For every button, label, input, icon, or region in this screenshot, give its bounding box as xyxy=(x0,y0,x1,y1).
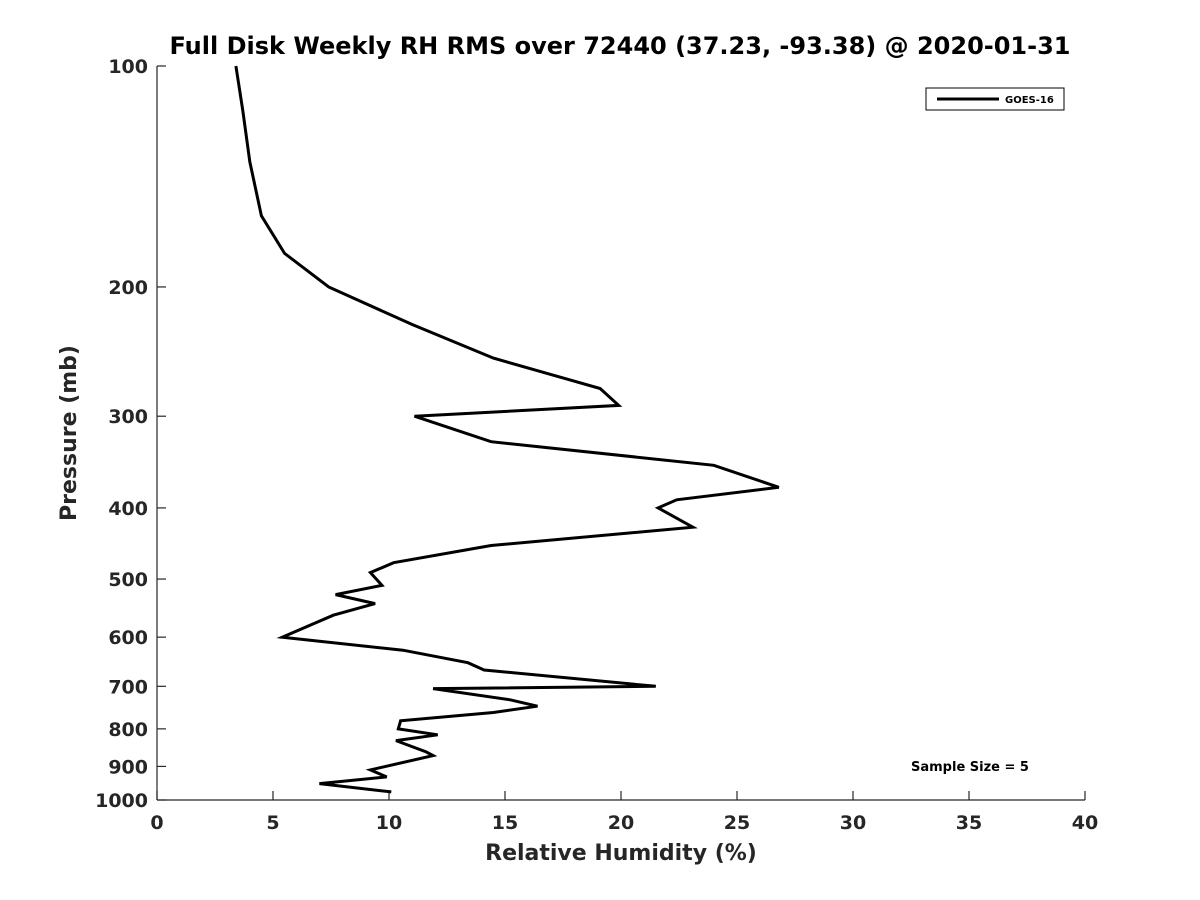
x-tick-label: 30 xyxy=(840,812,866,834)
series-layer xyxy=(234,65,780,794)
y-tick-label: 400 xyxy=(108,498,148,520)
x-tick-label: 5 xyxy=(266,812,279,834)
y-tick-label: 500 xyxy=(108,569,148,591)
x-tick-group: 0 5 10 15 20 25 30 35 40 xyxy=(150,791,1098,834)
series-line-goes-16 xyxy=(234,65,780,794)
x-tick-label: 0 xyxy=(150,812,163,834)
legend: GOES-16 xyxy=(925,87,1065,111)
x-tick-label: 15 xyxy=(492,812,518,834)
y-tick-label: 700 xyxy=(108,676,148,698)
y-tick-label: 900 xyxy=(108,756,148,778)
x-tick-label: 40 xyxy=(1072,812,1098,834)
x-tick-label: 25 xyxy=(724,812,750,834)
sample-size-annotation: Sample Size = 5 xyxy=(911,760,1029,775)
y-tick-group: 100 200 300 400 500 600 700 800 900 1000 xyxy=(95,56,166,812)
x-axis-label: Relative Humidity (%) xyxy=(485,841,757,866)
y-tick-label: 200 xyxy=(108,277,148,299)
legend-label-goes-16: GOES-16 xyxy=(1005,95,1054,106)
chart-title: Full Disk Weekly RH RMS over 72440 (37.2… xyxy=(169,32,1070,60)
x-tick-label: 35 xyxy=(956,812,982,834)
y-tick-label: 800 xyxy=(108,719,148,741)
x-tick-label: 10 xyxy=(376,812,402,834)
y-tick-label: 100 xyxy=(108,56,148,78)
x-tick-label: 20 xyxy=(608,812,634,834)
y-axis-label: Pressure (mb) xyxy=(57,345,82,521)
y-tick-label: 1000 xyxy=(95,790,148,812)
y-tick-label: 600 xyxy=(108,627,148,649)
y-tick-label: 300 xyxy=(108,406,148,428)
